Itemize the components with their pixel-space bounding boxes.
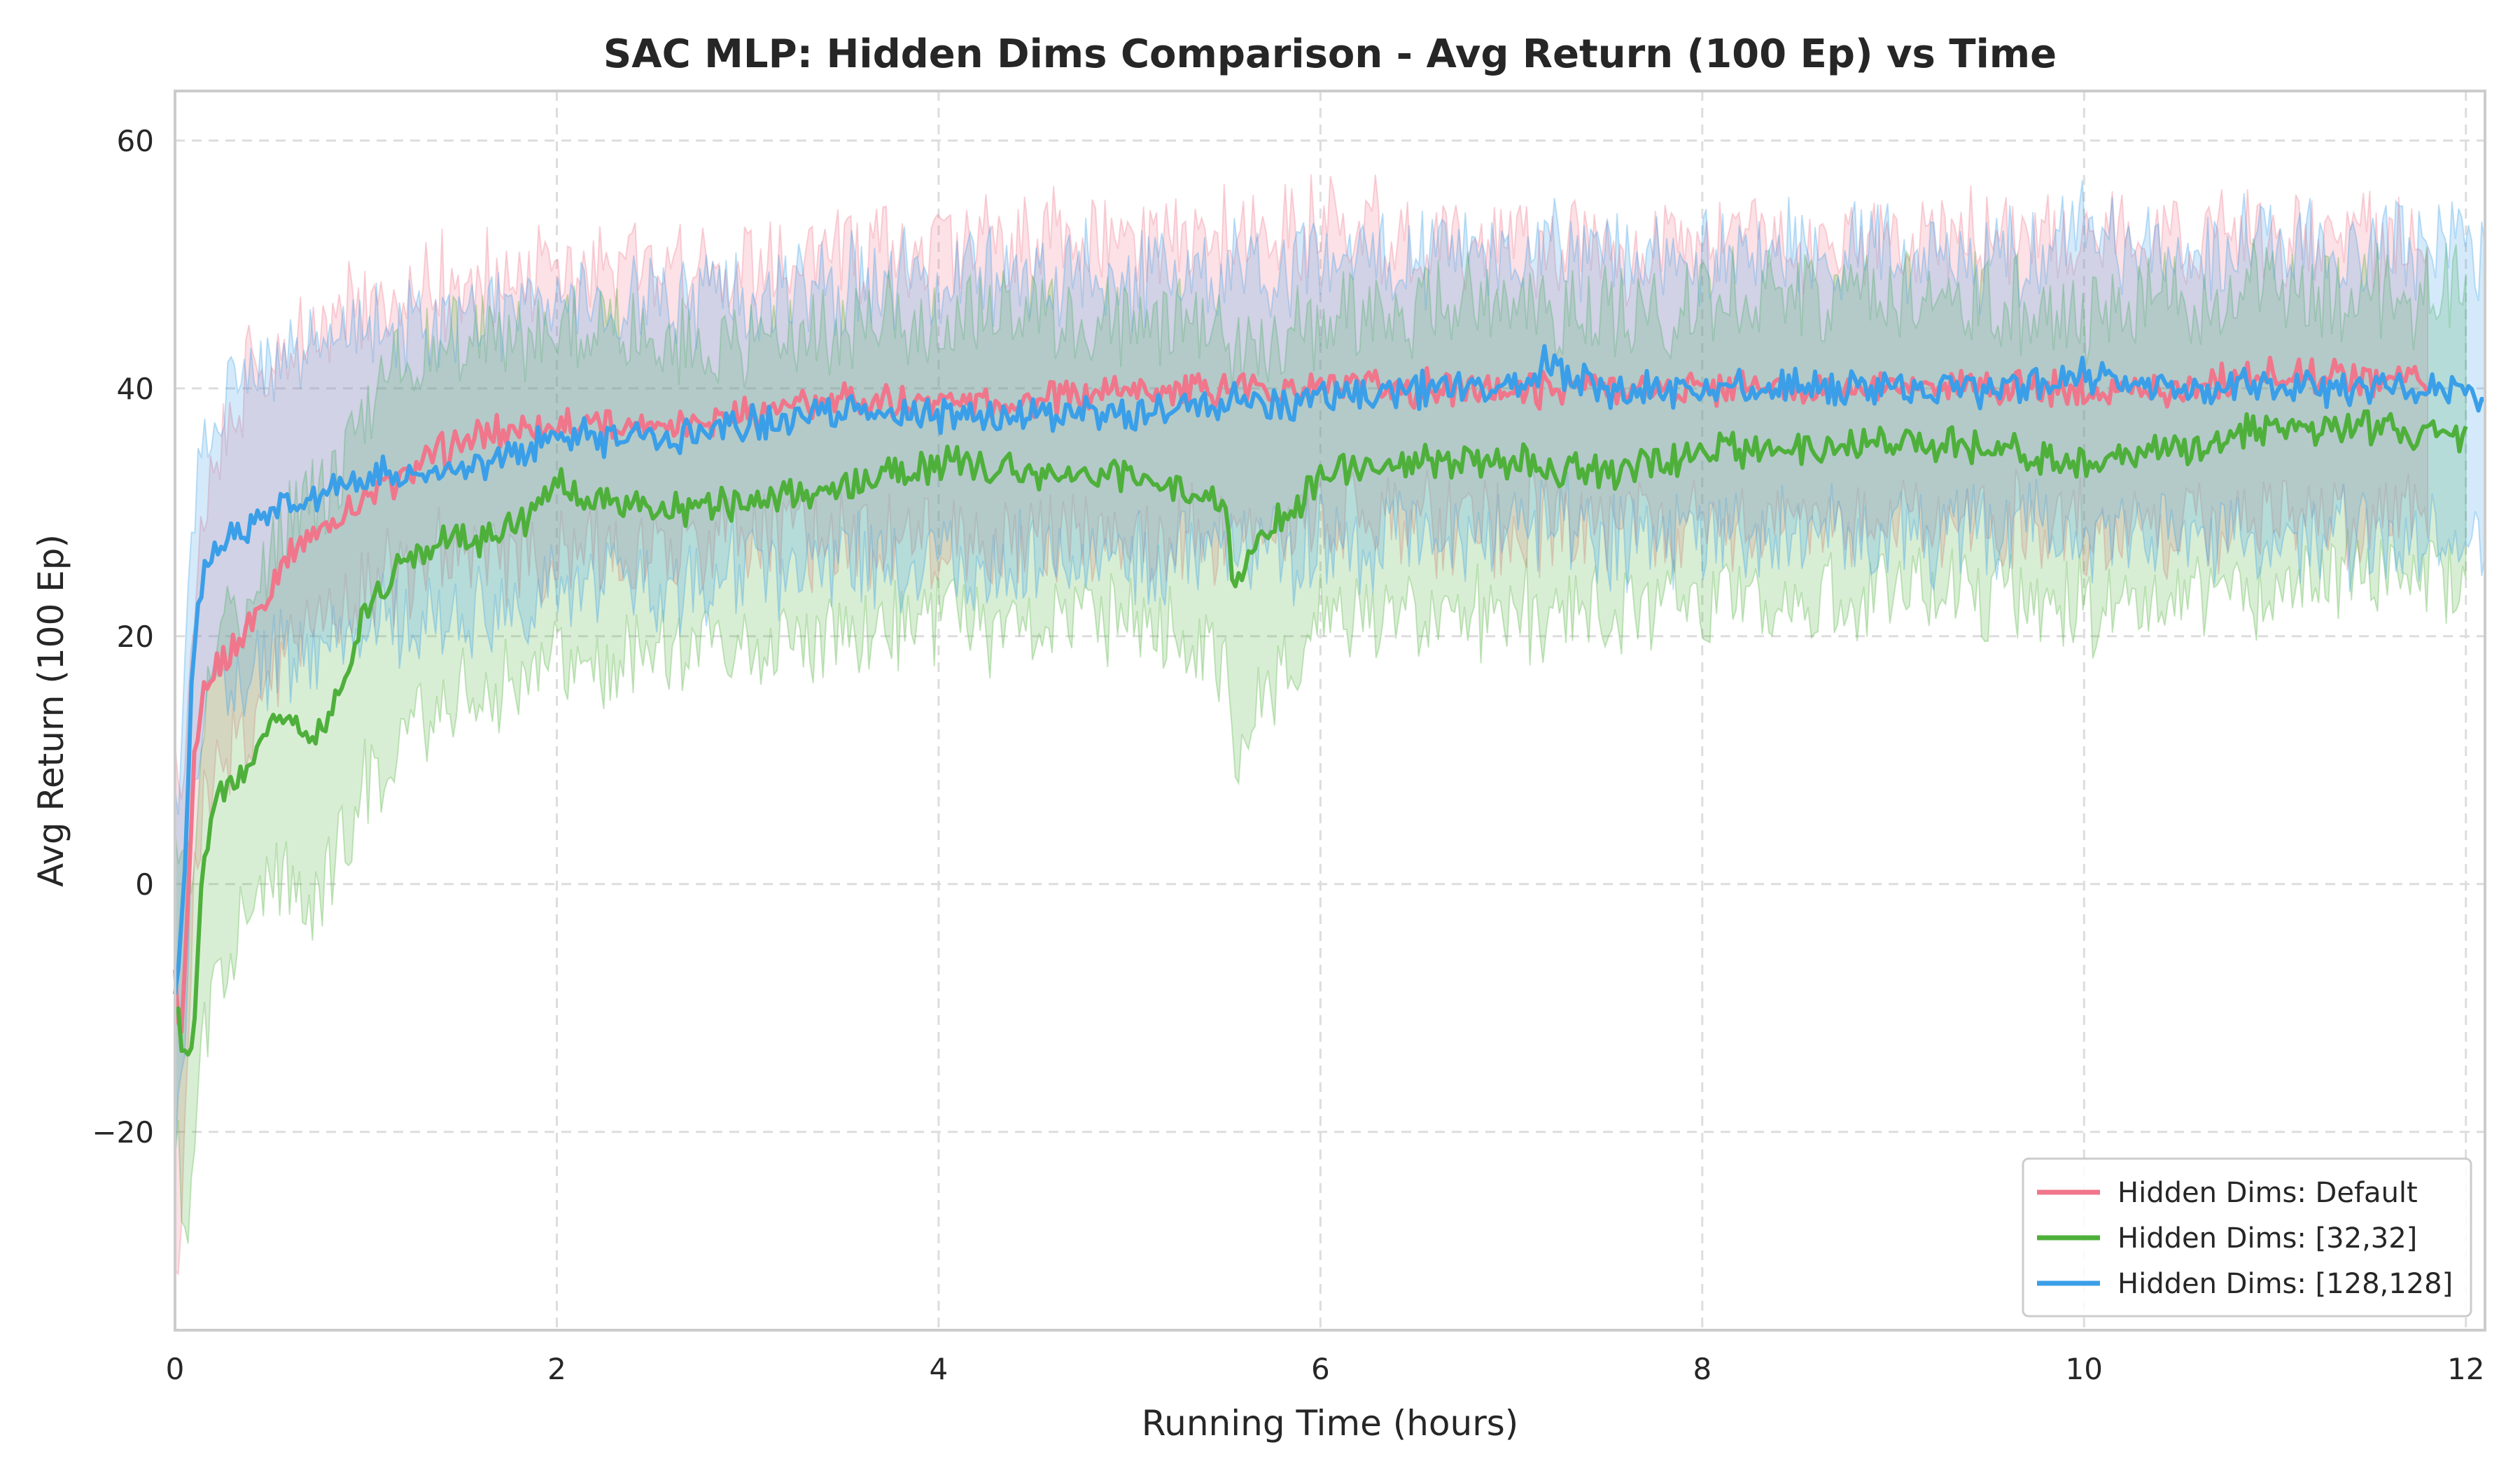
series-line-3	[173, 344, 2486, 995]
y-tick-label: 60	[117, 124, 154, 158]
x-tick-label: 0	[166, 1352, 185, 1386]
legend-label: Hidden Dims: Default	[2118, 1177, 2418, 1209]
series-band-1	[174, 174, 2429, 1276]
y-axis-label: Avg Return (100 Ep)	[31, 534, 71, 887]
series-line-2	[173, 409, 2468, 1057]
x-tick-label: 8	[1693, 1352, 1712, 1386]
y-tick-label: 40	[117, 372, 154, 406]
x-tick-label: 2	[547, 1352, 566, 1386]
x-tick-label: 12	[2447, 1352, 2484, 1386]
x-axis-label: Running Time (hours)	[1142, 1403, 1519, 1444]
x-tick-label: 10	[2066, 1352, 2103, 1386]
x-tick-label: 4	[930, 1352, 948, 1386]
legend: Hidden Dims: Default Hidden Dims: [32,32]…	[2022, 1157, 2472, 1318]
tick-labels: 0 2 4 6 8 10 12 −20 0 20 40 60	[92, 124, 2484, 1386]
legend-label: Hidden Dims: [32,32]	[2118, 1222, 2417, 1255]
series-band-2	[174, 238, 2467, 1244]
y-tick-label: 20	[117, 620, 154, 654]
legend-box	[2022, 1157, 2472, 1318]
series-lines	[173, 344, 2486, 1057]
plot-frame	[174, 90, 2486, 1332]
chart-title: SAC MLP: Hidden Dims Comparison - Avg Re…	[603, 32, 2057, 77]
legend-label: Hidden Dims: [128,128]	[2118, 1268, 2453, 1300]
x-tick-label: 6	[1311, 1352, 1330, 1386]
y-tick-label: −20	[92, 1115, 154, 1150]
y-tick-label: 0	[135, 867, 154, 902]
